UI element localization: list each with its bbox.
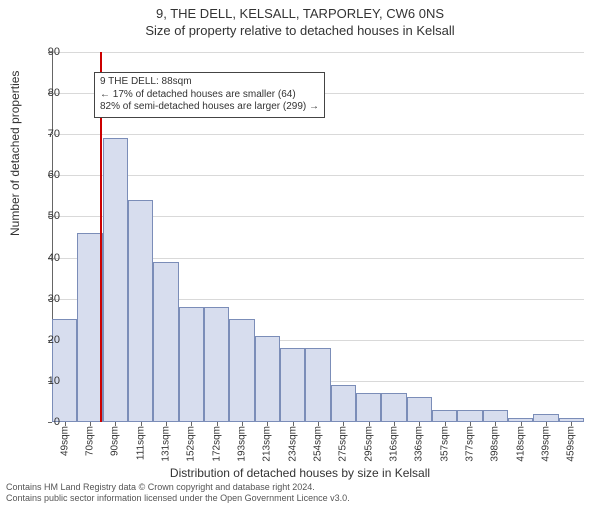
- footer-attribution: Contains HM Land Registry data © Crown c…: [6, 482, 350, 504]
- y-tick-label: 70: [30, 128, 60, 140]
- histogram-bar: [103, 138, 128, 422]
- histogram-bar: [331, 385, 356, 422]
- x-tick-label: 439sqm: [541, 426, 552, 462]
- x-tick-label: 90sqm: [110, 426, 121, 456]
- x-tick-label: 172sqm: [211, 426, 222, 462]
- y-tick-label: 20: [30, 334, 60, 346]
- x-tick-label: 49sqm: [59, 426, 70, 456]
- histogram-bar: [356, 393, 381, 422]
- histogram-bar: [77, 233, 102, 422]
- grid-line: [52, 175, 584, 176]
- y-tick-label: 40: [30, 252, 60, 264]
- x-tick-label: 336sqm: [414, 426, 425, 462]
- histogram-bar: [153, 262, 178, 422]
- x-tick-label: 377sqm: [465, 426, 476, 462]
- grid-line: [52, 134, 584, 135]
- histogram-bar: [204, 307, 229, 422]
- y-tick-label: 60: [30, 169, 60, 181]
- x-tick-label: 459sqm: [566, 426, 577, 462]
- x-tick-label: 316sqm: [389, 426, 400, 462]
- annotation-line: 9 THE DELL: 88sqm: [100, 76, 319, 89]
- page-subtitle: Size of property relative to detached ho…: [0, 23, 600, 38]
- histogram-bar: [305, 348, 330, 422]
- x-tick-label: 131sqm: [161, 426, 172, 462]
- plot-area: 49sqm70sqm90sqm111sqm131sqm152sqm172sqm1…: [52, 52, 584, 422]
- histogram-chart: 49sqm70sqm90sqm111sqm131sqm152sqm172sqm1…: [52, 52, 584, 422]
- page-title: 9, THE DELL, KELSALL, TARPORLEY, CW6 0NS: [0, 6, 600, 21]
- histogram-bar: [280, 348, 305, 422]
- x-tick-label: 234sqm: [287, 426, 298, 462]
- y-axis-title: Number of detached properties: [8, 71, 22, 236]
- y-tick-label: 50: [30, 210, 60, 222]
- histogram-bar: [533, 414, 558, 422]
- histogram-bar: [229, 319, 254, 422]
- annotation-box: 9 THE DELL: 88sqm← 17% of detached house…: [94, 72, 325, 118]
- histogram-bar: [381, 393, 406, 422]
- histogram-bar: [128, 200, 153, 422]
- histogram-bar: [407, 397, 432, 422]
- annotation-line: 82% of semi-detached houses are larger (…: [100, 101, 319, 114]
- y-tick-label: 30: [30, 293, 60, 305]
- x-tick-label: 275sqm: [338, 426, 349, 462]
- x-tick-label: 295sqm: [363, 426, 374, 462]
- x-tick-label: 111sqm: [135, 426, 146, 460]
- x-tick-label: 70sqm: [85, 426, 96, 456]
- footer-line1: Contains HM Land Registry data © Crown c…: [6, 482, 350, 493]
- x-tick-label: 213sqm: [262, 426, 273, 462]
- x-axis-title: Distribution of detached houses by size …: [0, 466, 600, 480]
- x-tick-label: 418sqm: [515, 426, 526, 462]
- x-tick-label: 193sqm: [237, 426, 248, 462]
- annotation-line: ← 17% of detached houses are smaller (64…: [100, 89, 319, 102]
- y-tick-label: 80: [30, 87, 60, 99]
- histogram-bar: [255, 336, 280, 422]
- x-tick-label: 152sqm: [186, 426, 197, 462]
- footer-line2: Contains public sector information licen…: [6, 493, 350, 504]
- histogram-bar: [483, 410, 508, 422]
- x-tick-label: 254sqm: [313, 426, 324, 462]
- histogram-bar: [457, 410, 482, 422]
- y-tick-label: 90: [30, 46, 60, 58]
- histogram-bar: [179, 307, 204, 422]
- histogram-bar: [432, 410, 457, 422]
- grid-line: [52, 52, 584, 53]
- x-tick-label: 357sqm: [439, 426, 450, 462]
- y-tick-label: 10: [30, 375, 60, 387]
- y-tick-label: 0: [30, 416, 60, 428]
- x-tick-label: 398sqm: [490, 426, 501, 462]
